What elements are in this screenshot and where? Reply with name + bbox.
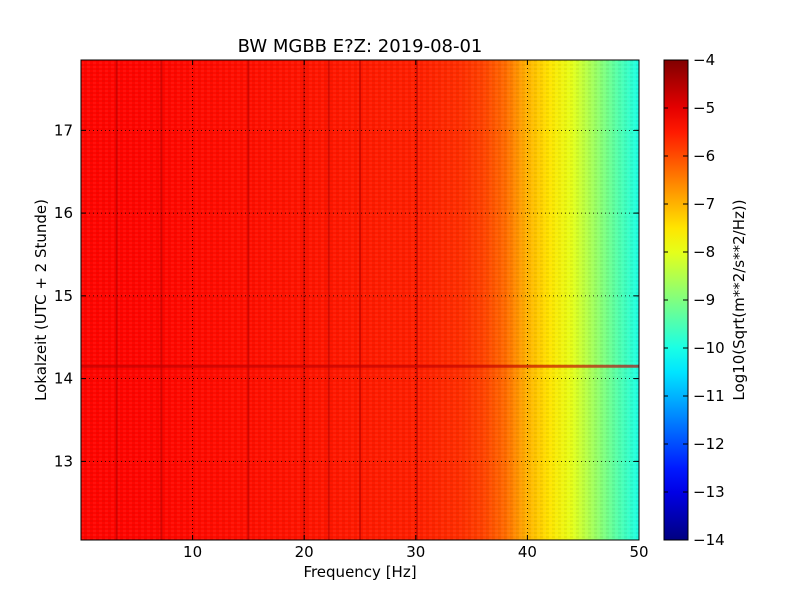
y-tick-label: 17: [54, 121, 73, 139]
y-tick-label: 13: [54, 452, 73, 470]
x-axis-ticks: 10 20 30 40 50: [183, 60, 649, 561]
y-axis-ticks: 13 14 15 16 17: [54, 121, 639, 470]
x-tick-label: 20: [295, 543, 314, 561]
colorbar-tick-label: −8: [693, 243, 715, 261]
x-tick-label: 30: [406, 543, 425, 561]
colorbar-tick-label: −14: [693, 531, 725, 549]
colorbar-tick-label: −12: [693, 435, 725, 453]
y-axis-label: Lokalzeit (UTC + 2 Stunde): [32, 199, 50, 401]
x-tick-label: 40: [518, 543, 537, 561]
colorbar-tick-label: −4: [693, 51, 715, 69]
y-tick-label: 16: [54, 204, 73, 222]
grid-lines: [81, 60, 639, 540]
colorbar-tick-label: −5: [693, 99, 715, 117]
plot-frame: [80, 59, 640, 541]
plot-area: [81, 60, 639, 540]
x-axis-label: Frequency [Hz]: [303, 563, 416, 581]
chart-title: BW MGBB E?Z: 2019-08-01: [238, 36, 483, 57]
colorbar-tick-label: −7: [693, 195, 715, 213]
y-tick-label: 14: [54, 370, 73, 388]
colorbar-ticks: −4 −5 −6 −7 −8 −9 −10 −11 −12 −13 −14: [664, 51, 725, 549]
colorbar-tick-label: −11: [693, 387, 725, 405]
x-tick-label: 50: [629, 543, 648, 561]
colorbar-label: Log10(Sqrt(m**2/s**2/Hz)): [730, 199, 748, 400]
colorbar-tick-label: −13: [693, 483, 725, 501]
y-tick-label: 15: [54, 287, 73, 305]
colorbar-tick-label: −6: [693, 147, 715, 165]
colorbar-tick-label: −9: [693, 291, 715, 309]
colorbar-tick-label: −10: [693, 339, 725, 357]
x-tick-label: 10: [183, 543, 202, 561]
